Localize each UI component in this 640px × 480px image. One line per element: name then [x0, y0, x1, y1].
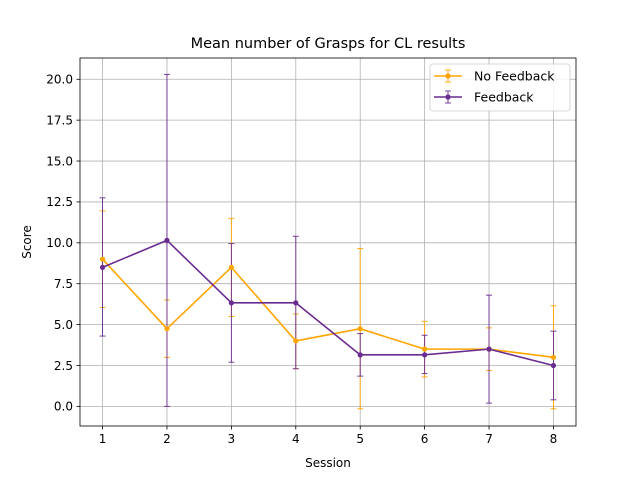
legend-swatch-marker [445, 73, 451, 79]
no-feedback-point [228, 264, 234, 270]
legend-swatch-marker [445, 94, 451, 100]
grid [80, 58, 576, 426]
y-tick-label: 12.5 [46, 195, 73, 209]
feedback-point [293, 300, 299, 306]
no-feedback-point [550, 354, 557, 360]
x-tick-label: 5 [356, 432, 364, 446]
feedback-point [357, 352, 363, 358]
x-tick-label: 8 [550, 432, 558, 446]
series-points [99, 237, 557, 369]
x-tick-label: 6 [421, 432, 429, 446]
no-feedback-point [99, 256, 106, 262]
feedback-line [102, 239, 554, 367]
legend-label: Feedback [474, 90, 534, 105]
x-tick-label: 2 [163, 432, 171, 446]
no-feedback-point [357, 326, 363, 332]
x-tick-label: 7 [485, 432, 493, 446]
y-tick-label: 10.0 [46, 236, 73, 250]
feedback-point [486, 346, 492, 352]
no-feedback-point [164, 326, 170, 332]
legend-label: No Feedback [474, 69, 555, 84]
series-lines [101, 239, 554, 367]
legend-box [429, 63, 571, 112]
y-tick-label: 17.5 [46, 113, 73, 127]
no-feedback-line [101, 258, 554, 359]
no-feedback-point [293, 338, 299, 344]
x-tick-label: 3 [228, 432, 236, 446]
y-axis-ticks: 0.0 2.5 5.0 7.5 10.0 12.5 15.0 17.5 20.0 [46, 73, 80, 414]
legend: No Feedback Feedback [429, 63, 571, 112]
y-tick-label: 20.0 [46, 73, 73, 87]
feedback-point [99, 264, 106, 270]
x-tick-label: 1 [99, 432, 107, 446]
feedback-point [164, 237, 170, 243]
no-feedback-point [422, 346, 428, 352]
chart-title: Mean number of Grasps for CL results [191, 36, 466, 52]
feedback-point [422, 352, 428, 358]
y-tick-label: 2.5 [54, 359, 73, 373]
y-tick-label: 7.5 [54, 277, 73, 291]
x-axis-title: Session [305, 456, 351, 470]
legend-entry-feedback: Feedback [434, 90, 534, 105]
feedback-point [228, 300, 234, 306]
y-tick-label: 0.0 [54, 400, 73, 414]
y-tick-label: 5.0 [54, 318, 73, 332]
legend-entry-no-feedback: No Feedback [434, 69, 555, 84]
x-axis-ticks: 1 2 3 4 5 6 7 8 [99, 426, 558, 446]
plot-frame [79, 57, 577, 427]
x-tick-label: 4 [292, 432, 300, 446]
y-tick-label: 15.0 [46, 154, 73, 168]
feedback-point [550, 362, 557, 369]
y-axis-title: Score [20, 225, 34, 259]
